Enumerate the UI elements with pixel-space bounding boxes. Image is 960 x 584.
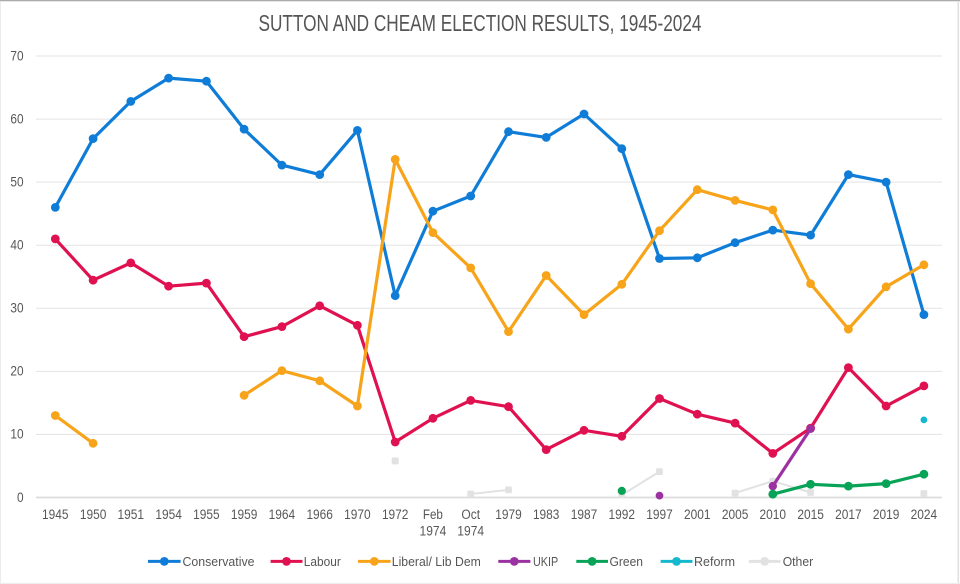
svg-text:2017: 2017 — [835, 507, 862, 522]
svg-text:50: 50 — [10, 174, 23, 189]
svg-text:1974: 1974 — [457, 523, 484, 538]
svg-text:2010: 2010 — [760, 507, 787, 522]
svg-text:1992: 1992 — [609, 507, 636, 522]
svg-text:UKIP: UKIP — [533, 554, 558, 569]
svg-text:2019: 2019 — [873, 507, 900, 522]
svg-text:1997: 1997 — [646, 507, 673, 522]
svg-text:2024: 2024 — [911, 507, 938, 522]
svg-text:1955: 1955 — [193, 507, 220, 522]
svg-text:Reform: Reform — [694, 554, 735, 569]
svg-text:2015: 2015 — [797, 507, 824, 522]
svg-text:SUTTON AND CHEAM ELECTION RESU: SUTTON AND CHEAM ELECTION RESULTS, 1945-… — [259, 10, 702, 36]
svg-text:Oct: Oct — [461, 507, 480, 522]
svg-text:60: 60 — [10, 111, 23, 126]
svg-text:10: 10 — [10, 427, 23, 442]
svg-text:1964: 1964 — [269, 507, 296, 522]
svg-text:0: 0 — [17, 490, 24, 505]
svg-text:1987: 1987 — [571, 507, 598, 522]
svg-text:Other: Other — [783, 554, 814, 569]
svg-text:40: 40 — [10, 238, 23, 253]
svg-text:Conservative: Conservative — [183, 554, 255, 569]
svg-text:2001: 2001 — [684, 507, 711, 522]
svg-text:1945: 1945 — [42, 507, 69, 522]
svg-text:1972: 1972 — [382, 507, 409, 522]
svg-text:1979: 1979 — [495, 507, 522, 522]
svg-text:70: 70 — [10, 48, 23, 63]
svg-text:1970: 1970 — [344, 507, 371, 522]
svg-text:1974: 1974 — [420, 523, 447, 538]
svg-text:20: 20 — [10, 364, 23, 379]
svg-text:1954: 1954 — [155, 507, 182, 522]
svg-text:Labour: Labour — [304, 554, 342, 569]
svg-text:Liberal/ Lib Dem: Liberal/ Lib Dem — [392, 554, 481, 569]
svg-text:1950: 1950 — [80, 507, 107, 522]
svg-text:1959: 1959 — [231, 507, 258, 522]
svg-text:1983: 1983 — [533, 507, 560, 522]
svg-text:Green: Green — [610, 554, 644, 569]
svg-text:1966: 1966 — [306, 507, 333, 522]
svg-text:2005: 2005 — [722, 507, 749, 522]
svg-text:Feb: Feb — [423, 507, 443, 522]
svg-text:30: 30 — [10, 301, 23, 316]
svg-text:1951: 1951 — [118, 507, 145, 522]
